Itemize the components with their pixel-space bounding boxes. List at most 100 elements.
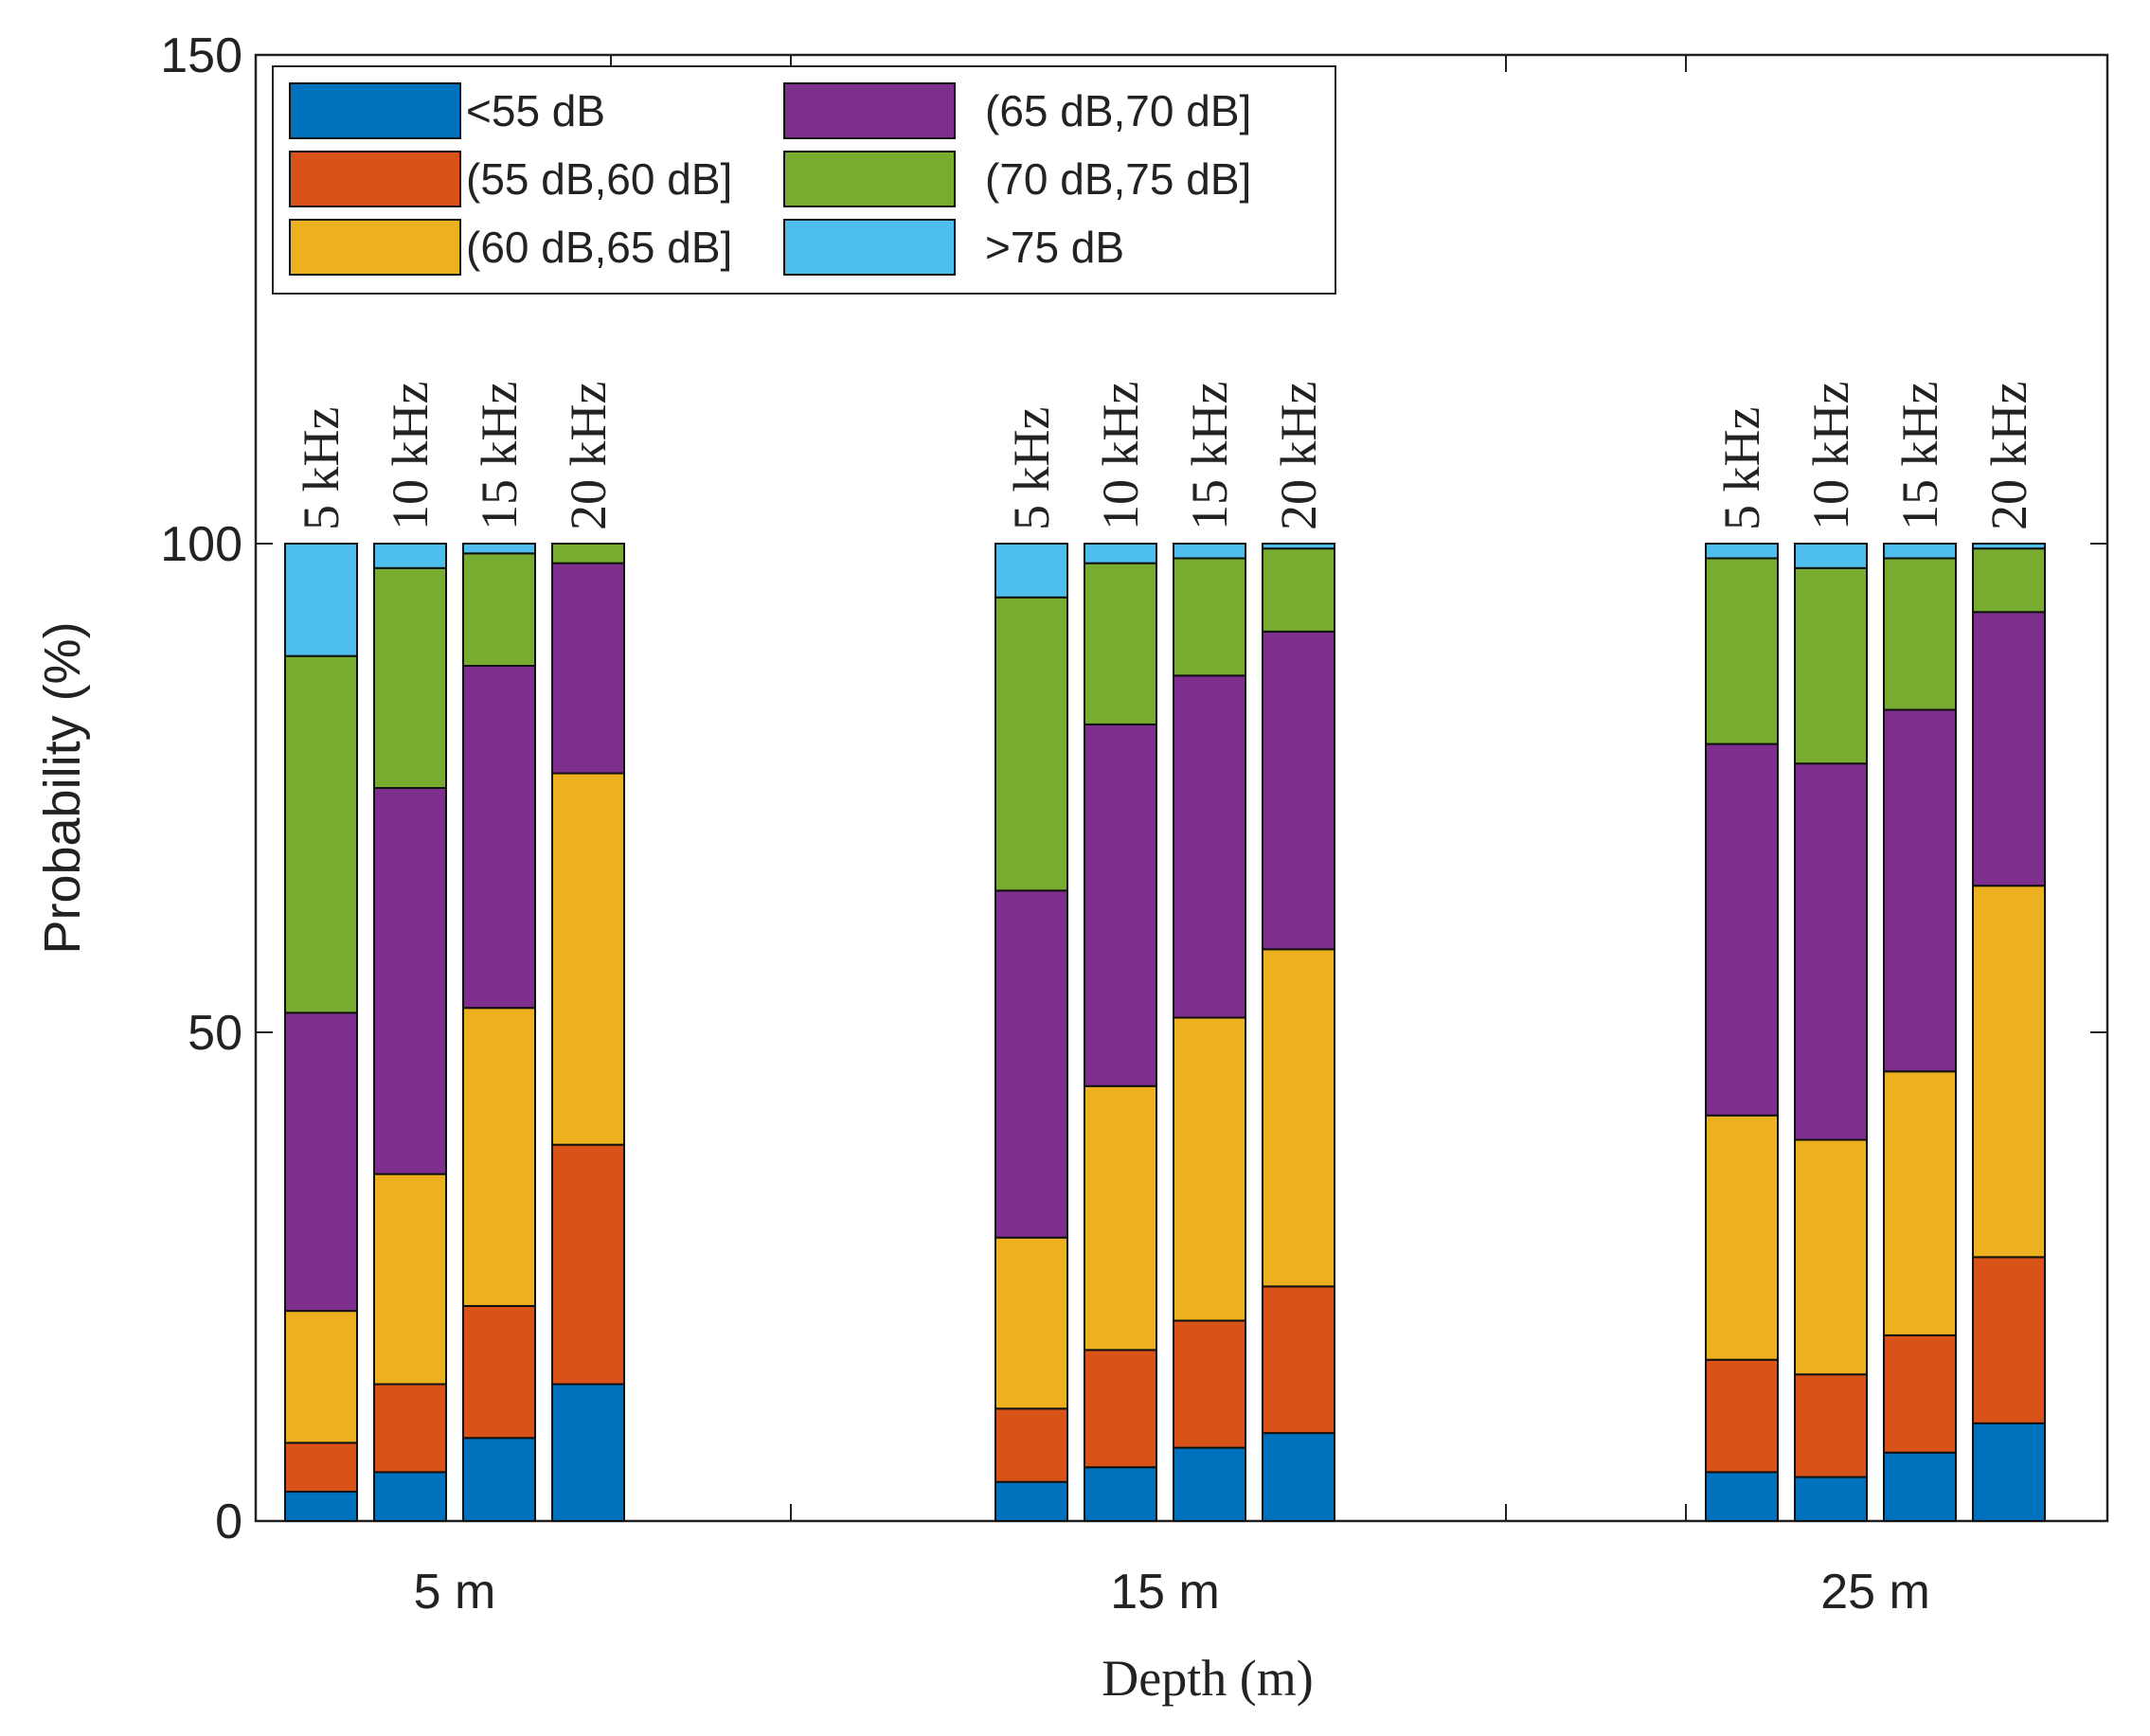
bar-segment <box>1972 543 2046 550</box>
bar-frequency-label: 5 kHz <box>293 407 349 530</box>
bar-segment <box>373 787 447 1175</box>
bar-segment <box>462 1437 536 1523</box>
bar-segment <box>373 1471 447 1523</box>
bar-segment <box>551 562 625 775</box>
bar-segment <box>284 1011 358 1313</box>
bar-segment <box>1972 547 2046 614</box>
bar-segment <box>1972 1422 2046 1523</box>
bar-segment <box>1794 543 1868 569</box>
bar-segment <box>284 654 358 1014</box>
legend-label: (65 dB,70 dB] <box>985 86 1251 135</box>
bar-segment <box>994 889 1068 1239</box>
bar-segment <box>551 1143 625 1386</box>
legend-swatch <box>783 151 956 207</box>
bar-segment <box>994 1480 1068 1522</box>
bar-frequency-label: 20 kHz <box>1270 382 1327 530</box>
bar-segment <box>1084 1466 1157 1522</box>
bar-segment <box>1972 885 2046 1259</box>
bar-frequency-label: 15 kHz <box>471 382 528 530</box>
bar-segment <box>994 1236 1068 1410</box>
bar-segment <box>462 543 536 555</box>
bar-segment <box>551 772 625 1146</box>
legend-swatch <box>289 151 461 207</box>
legend-label: (70 dB,75 dB] <box>985 154 1251 204</box>
bar-segment <box>373 543 447 569</box>
bar-segment <box>284 1441 358 1494</box>
bar-segment <box>1262 948 1335 1288</box>
y-tick-label: 100 <box>160 517 242 572</box>
bar-segment <box>1262 1432 1335 1522</box>
bar-frequency-label: 20 kHz <box>1980 382 2037 530</box>
legend-label: (60 dB,65 dB] <box>466 223 732 272</box>
legend-swatch <box>783 82 956 139</box>
bar-segment <box>994 1407 1068 1483</box>
bar-segment <box>551 1383 625 1523</box>
bar-frequency-label: 10 kHz <box>1092 382 1149 530</box>
bar-frequency-label: 10 kHz <box>1802 382 1859 530</box>
bar-frequency-label: 5 kHz <box>1713 407 1770 530</box>
bar-segment <box>1794 1373 1868 1478</box>
bar-segment <box>551 543 625 564</box>
bar-segment <box>373 566 447 789</box>
bar-segment <box>1084 543 1157 564</box>
y-tick-label: 50 <box>188 1006 242 1061</box>
bar-segment <box>1883 1451 1957 1523</box>
bar-segment <box>1705 557 1779 745</box>
bar-segment <box>1705 743 1779 1117</box>
bar-segment <box>1173 1016 1246 1322</box>
x-tick-label: 5 m <box>414 1565 496 1620</box>
bar-segment <box>1173 543 1246 560</box>
bar-frequency-label: 5 kHz <box>1003 407 1060 530</box>
bar-segment <box>1084 1084 1157 1351</box>
x-tick-labels: 5 m 15 m 25 m <box>414 1565 1930 1620</box>
x-axis-label: Depth (m) <box>1102 1650 1313 1707</box>
legend-swatch <box>783 219 956 276</box>
bar-segment <box>1173 1319 1246 1449</box>
y-tick-label: 150 <box>160 28 242 83</box>
bar-segment <box>284 543 358 657</box>
bars <box>284 543 2046 1523</box>
x-tick-label: 15 m <box>1110 1565 1220 1620</box>
bar-segment <box>1084 723 1157 1087</box>
y-tick-labels: 0 50 100 150 <box>160 28 242 1549</box>
bar-segment <box>1173 1446 1246 1522</box>
bar-segment <box>462 552 536 668</box>
bar-frequency-label: 20 kHz <box>560 382 617 530</box>
bar-segment <box>1794 762 1868 1141</box>
bar-segment <box>373 1383 447 1474</box>
bar-segment <box>1084 1349 1157 1469</box>
bar-segment <box>1705 1471 1779 1523</box>
bar-segment <box>1262 547 1335 633</box>
bar-segment <box>373 1172 447 1386</box>
bar-segment <box>1173 674 1246 1019</box>
legend-swatch <box>289 82 461 139</box>
bar-segment <box>1794 1476 1868 1523</box>
y-axis-label: Probability (%) <box>34 621 91 954</box>
bar-segment <box>462 665 536 1010</box>
bar-segment <box>1705 1358 1779 1474</box>
bar-segment <box>1173 557 1246 677</box>
bar-segment <box>1262 1285 1335 1435</box>
bar-segment <box>1705 1114 1779 1361</box>
bar-segment <box>1883 1070 1957 1336</box>
bar-segment <box>1883 1333 1957 1454</box>
legend: <55 dB (55 dB,60 dB] (60 dB,65 dB] (65 dB,7… <box>272 65 1336 295</box>
bar-segment <box>284 1310 358 1444</box>
bar-segment <box>284 1491 358 1523</box>
bar-frequency-labels: 5 kHz 10 kHz 15 kHz 20 kHz 5 kHz 10 kHz 15 kHz… <box>293 382 2037 530</box>
bar-segment <box>1262 543 1335 550</box>
legend-label: >75 dB <box>985 223 1124 272</box>
bar-segment <box>462 1007 536 1307</box>
bar-segment <box>462 1304 536 1440</box>
bar-segment <box>1883 708 1957 1073</box>
bar-segment <box>1972 611 2046 887</box>
bar-segment <box>1972 1256 2046 1424</box>
legend-label: (55 dB,60 dB] <box>466 154 732 204</box>
legend-label: <55 dB <box>466 86 605 135</box>
bar-segment <box>1705 543 1779 560</box>
bar-segment <box>1883 543 1957 560</box>
bar-segment <box>994 543 1068 599</box>
bar-frequency-label: 15 kHz <box>1891 382 1948 530</box>
